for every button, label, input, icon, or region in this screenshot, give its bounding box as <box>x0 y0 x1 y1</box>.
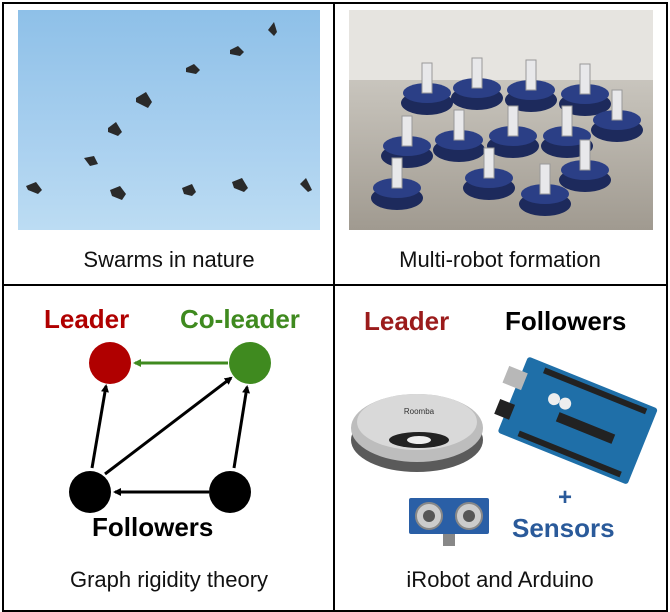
robot-tube <box>421 62 433 94</box>
robot-tube <box>507 105 519 137</box>
robot-tube <box>539 163 551 195</box>
node-leader <box>89 342 131 384</box>
robot-swarm-icon <box>349 10 653 216</box>
robot-tube <box>483 147 495 179</box>
robots-photo <box>349 10 653 230</box>
coleader-label: Co-leader <box>180 304 300 334</box>
edge-f2-to-coleader <box>232 385 250 469</box>
edge-f1-to-coleader <box>104 376 233 476</box>
leader-label-hardware: Leader <box>364 306 450 336</box>
plus-label: + <box>558 484 573 511</box>
caption-multirobot: Multi-robot formation <box>399 247 601 272</box>
edge-f1-to-leader <box>90 384 109 469</box>
followers-label-hardware: Followers <box>505 306 627 336</box>
robot-tube <box>561 105 573 137</box>
birds-photo <box>18 10 320 230</box>
rigidity-graph <box>69 342 271 513</box>
robot-tube <box>391 157 403 189</box>
robot-tube <box>471 57 483 89</box>
roomba-brand-text: Roomba <box>404 407 435 416</box>
caption-graph-rigidity: Graph rigidity theory <box>69 567 269 592</box>
robot-tube <box>401 115 413 147</box>
roomba-robot-icon: Roomba <box>351 394 483 472</box>
leader-label: Leader <box>44 304 130 334</box>
node-coleader <box>229 342 271 384</box>
robot-tube <box>579 139 591 171</box>
followers-label: Followers <box>92 512 214 542</box>
flying-birds-icon <box>26 22 312 200</box>
robot-tube <box>611 89 623 121</box>
robot-group <box>371 57 643 216</box>
robot-tube <box>579 63 591 95</box>
node-follower-1 <box>69 471 111 513</box>
sensors-label: Sensors <box>512 513 615 543</box>
arduino-board-icon <box>494 357 658 484</box>
caption-swarms: Swarms in nature <box>83 247 255 272</box>
ultrasonic-sensor-icon <box>409 498 489 546</box>
robot-tube <box>525 59 537 91</box>
vertical-divider <box>333 2 335 610</box>
robot-tube <box>453 109 465 141</box>
hardware-illustrations: Roomba <box>351 357 658 546</box>
horizontal-divider <box>2 284 666 286</box>
caption-irobot-arduino: iRobot and Arduino <box>406 567 594 592</box>
node-follower-2 <box>209 471 251 513</box>
